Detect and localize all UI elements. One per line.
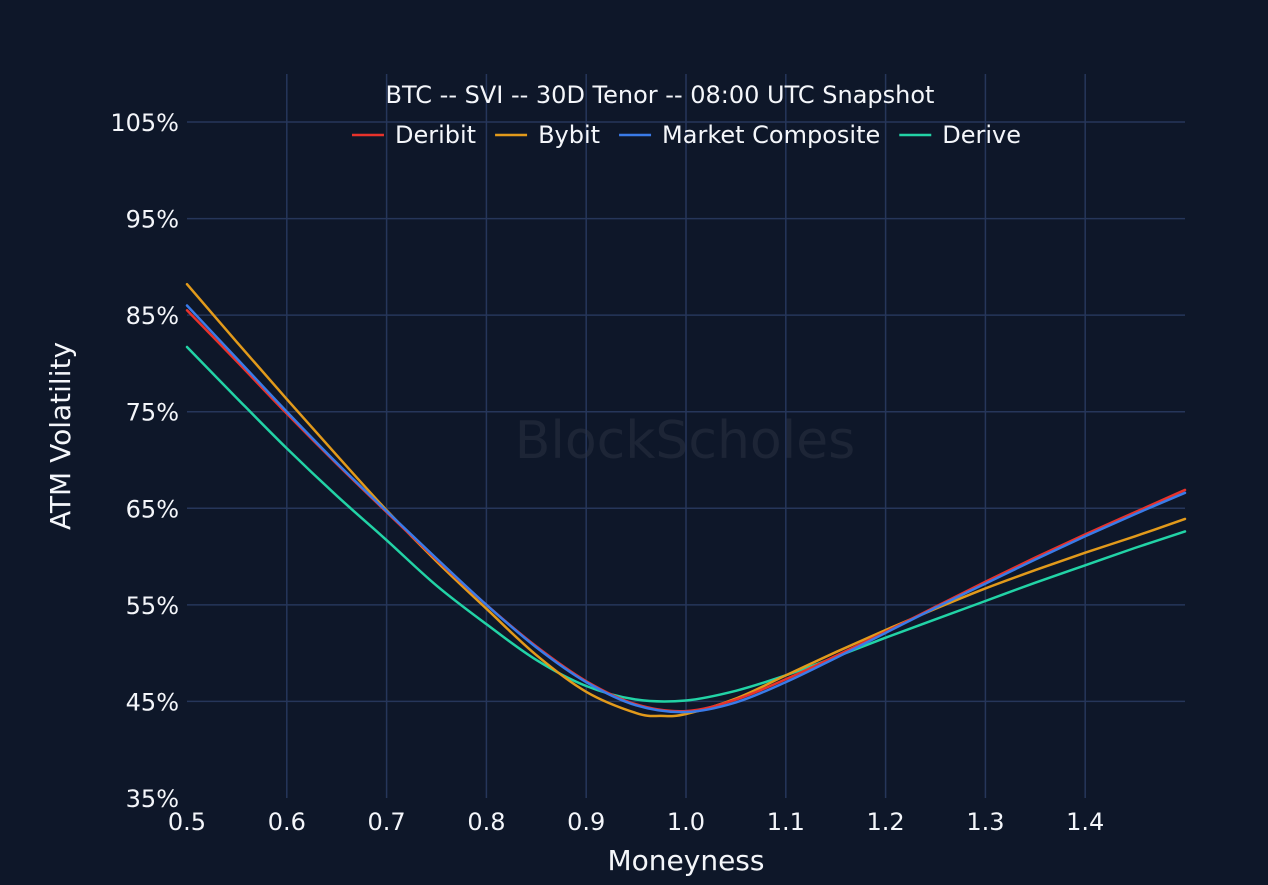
x-tick-label: 0.6 <box>268 808 306 836</box>
x-tick-label: 0.8 <box>467 808 505 836</box>
series-line-derive <box>185 345 1187 703</box>
watermark-text: BlockScholes <box>515 411 856 471</box>
x-tick-label: 0.5 <box>168 808 206 836</box>
x-axis-ticks: 0.5 0.6 0.7 0.8 0.9 1.0 1.1 1.2 1.3 1.4 <box>168 808 1104 836</box>
y-axis-title: ATM Volatility <box>44 342 77 530</box>
y-tick-label: 45% <box>126 688 179 716</box>
y-axis-ticks: 35% 45% 55% 65% 75% 85% 95% 105% <box>110 109 179 813</box>
y-tick-label: 35% <box>126 785 179 813</box>
y-tick-label: 65% <box>126 495 179 523</box>
legend-label: Derive <box>942 121 1021 149</box>
y-tick-label: 95% <box>126 206 179 234</box>
legend: Deribit Bybit Market Composite Derive <box>351 121 1021 149</box>
x-tick-label: 1.2 <box>867 808 905 836</box>
x-tick-label: 1.0 <box>667 808 705 836</box>
x-tick-label: 0.9 <box>567 808 605 836</box>
x-tick-label: 0.7 <box>368 808 406 836</box>
y-tick-label: 55% <box>126 592 179 620</box>
x-tick-label: 1.4 <box>1066 808 1104 836</box>
series-lines <box>185 282 1187 718</box>
y-tick-label: 85% <box>126 302 179 330</box>
x-tick-label: 1.3 <box>966 808 1004 836</box>
x-axis-title: Moneyness <box>608 844 765 877</box>
x-tick-label: 1.1 <box>767 808 805 836</box>
legend-label: Market Composite <box>662 121 880 149</box>
legend-label: Bybit <box>538 121 600 149</box>
legend-label: Deribit <box>395 121 476 149</box>
y-tick-label: 75% <box>126 399 179 427</box>
chart-title: BTC -- SVI -- 30D Tenor -- 08:00 UTC Sna… <box>386 81 935 109</box>
y-tick-label: 105% <box>110 109 179 137</box>
series-line-bybit <box>185 282 1187 718</box>
series-line-market-composite <box>185 304 1187 714</box>
